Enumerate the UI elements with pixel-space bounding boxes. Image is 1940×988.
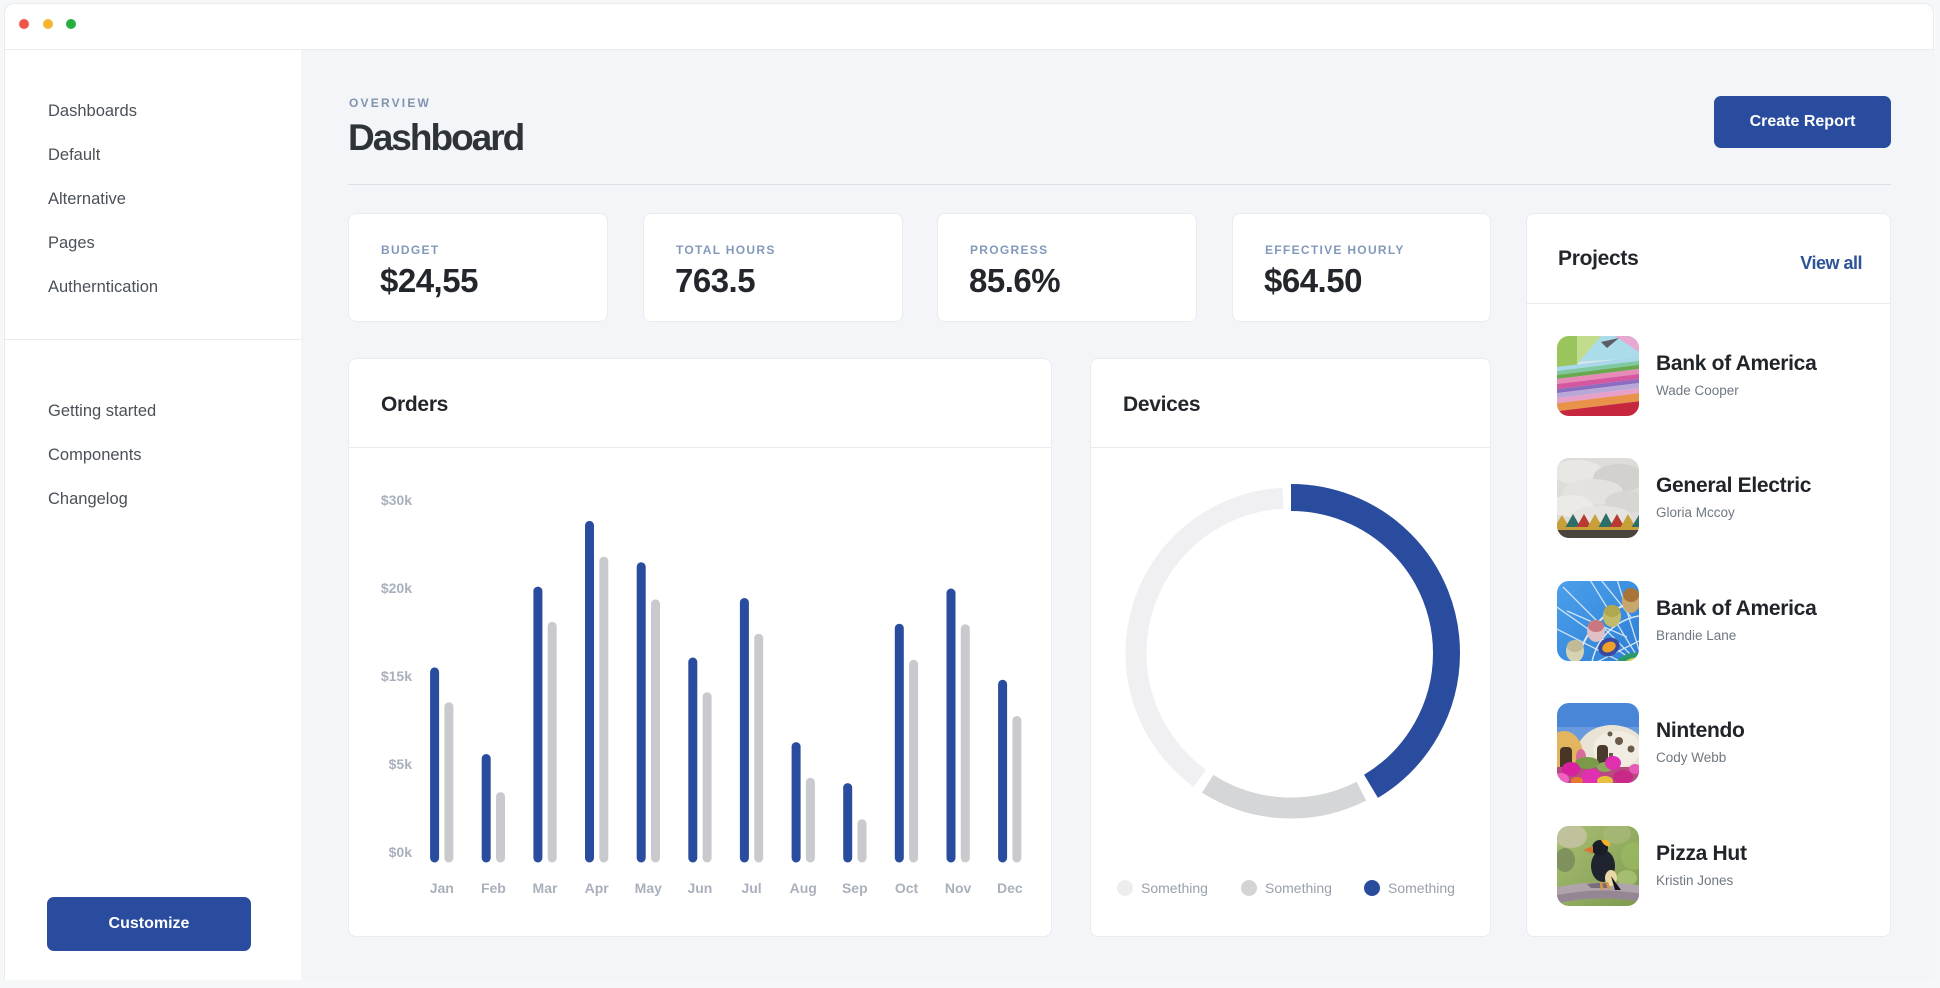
svg-text:$30k: $30k (381, 492, 412, 508)
svg-text:Jun: Jun (687, 880, 712, 896)
svg-text:$15k: $15k (381, 668, 412, 684)
svg-text:Nov: Nov (945, 880, 972, 896)
svg-text:Feb: Feb (481, 880, 506, 896)
svg-text:Apr: Apr (585, 880, 610, 896)
svg-text:Dec: Dec (997, 880, 1023, 896)
svg-text:Aug: Aug (790, 880, 817, 896)
svg-text:Something: Something (1388, 880, 1455, 896)
svg-text:Oct: Oct (895, 880, 919, 896)
svg-text:$0k: $0k (389, 844, 413, 860)
svg-text:Something: Something (1141, 880, 1208, 896)
svg-text:Something: Something (1265, 880, 1332, 896)
svg-text:May: May (635, 880, 662, 896)
svg-text:$5k: $5k (389, 756, 413, 772)
svg-text:Jul: Jul (741, 880, 761, 896)
svg-text:Jan: Jan (430, 880, 454, 896)
svg-text:$20k: $20k (381, 580, 412, 596)
svg-text:Sep: Sep (842, 880, 868, 896)
svg-text:Mar: Mar (533, 880, 558, 896)
